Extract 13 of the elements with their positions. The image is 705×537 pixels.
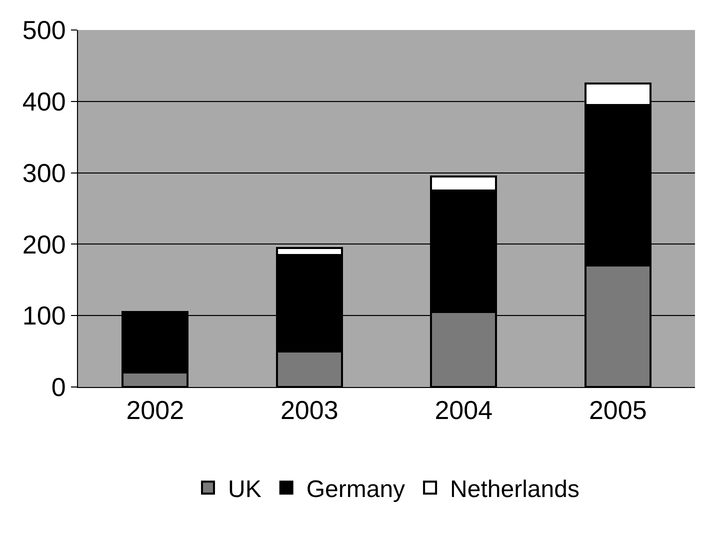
- x-tick-label: 2002: [126, 395, 184, 426]
- x-tick-label: 2005: [588, 395, 647, 426]
- legend-label: Netherlands: [450, 476, 580, 503]
- legend-label: UK: [228, 476, 262, 503]
- y-tick-label: 500: [22, 15, 66, 46]
- y-tick-label: 100: [22, 300, 66, 331]
- y-tick-label: 200: [22, 229, 66, 260]
- x-tick-label: 2004: [434, 395, 493, 426]
- y-tick-label: 400: [22, 86, 66, 116]
- x-tick-label: 2003: [280, 395, 338, 426]
- y-tick-label: 300: [22, 158, 66, 188]
- y-tick-label: 0: [51, 372, 66, 402]
- legend-label: Germany: [306, 476, 406, 503]
